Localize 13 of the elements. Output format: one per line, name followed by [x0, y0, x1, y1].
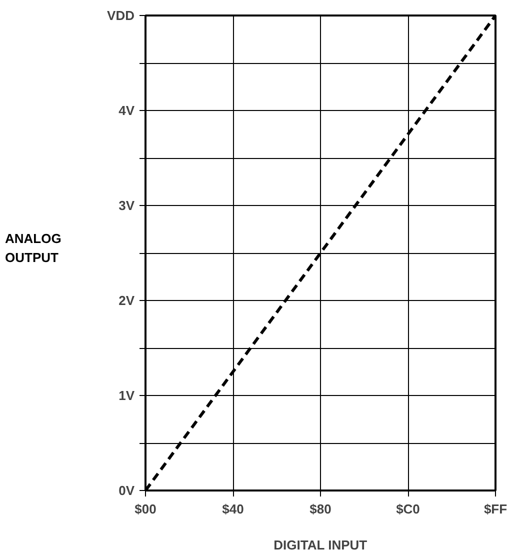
- x-tick-label: $40: [222, 502, 244, 516]
- y-axis-title: ANALOG OUTPUT: [5, 230, 62, 267]
- x-tick-label: $FF: [484, 502, 508, 516]
- x-axis-title: DIGITAL INPUT: [274, 538, 368, 552]
- y-tick-label: 0V: [118, 483, 135, 498]
- y-tick-label: VDD: [107, 8, 135, 23]
- x-tick-label: $80: [310, 502, 332, 516]
- y-tick-label: 3V: [118, 198, 135, 213]
- x-tick-label: $C0: [396, 502, 420, 516]
- y-tick-label: 4V: [118, 103, 135, 118]
- x-tick-label: $00: [134, 502, 156, 516]
- y-tick-label: 1V: [118, 388, 135, 403]
- y-tick-label: 2V: [118, 293, 135, 308]
